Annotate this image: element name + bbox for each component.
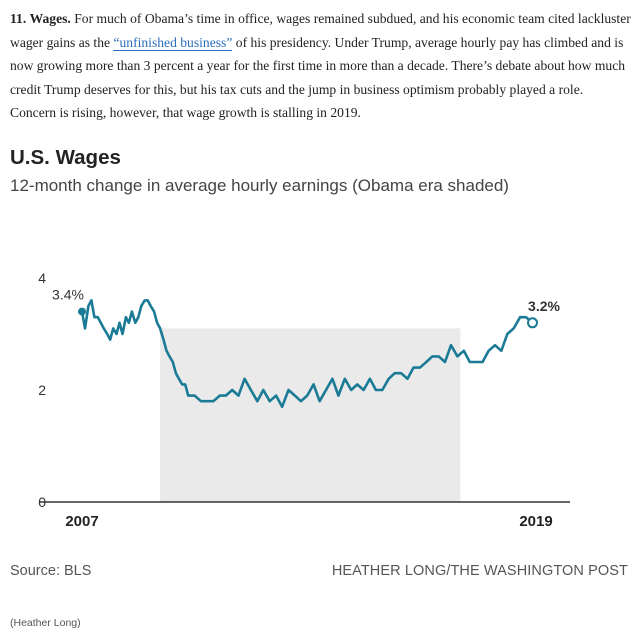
chart-subtitle: 12-month change in average hourly earnin… — [10, 176, 509, 195]
item-number: 11. — [10, 11, 27, 26]
article-paragraph: 11. Wages. For much of Obama’s time in o… — [10, 7, 632, 125]
chart-credit: HEATHER LONG/THE WASHINGTON POST — [331, 563, 628, 579]
y-tick-label: 2 — [38, 382, 46, 398]
image-caption: (Heather Long) — [10, 617, 81, 629]
end-value-label: 3.2% — [528, 298, 560, 314]
text-after-link: of his presidency. Under Trump, average … — [10, 34, 626, 121]
end-point-marker — [526, 317, 538, 329]
unfinished-business-link[interactable]: “unfinished business” — [113, 34, 233, 51]
start-value-label: 3.4% — [52, 287, 84, 303]
x-tick-label: 2019 — [519, 513, 552, 530]
start-point-marker — [78, 307, 86, 316]
wage-line-chart: 4 2 0 2007 2019 3.4% 3.2% — [38, 270, 570, 530]
y-tick-label: 4 — [38, 270, 46, 286]
y-tick-label: 0 — [38, 494, 46, 510]
wage-growth-line — [80, 299, 534, 409]
x-tick-label: 2007 — [65, 513, 98, 530]
item-lead: Wages. — [29, 11, 71, 26]
source-note: Source: BLS — [10, 563, 92, 579]
text-before-link: For much of Obama’s time in office, wage… — [10, 11, 631, 50]
chart-title: U.S. Wages — [10, 146, 121, 169]
obama-era-shade — [160, 328, 461, 502]
